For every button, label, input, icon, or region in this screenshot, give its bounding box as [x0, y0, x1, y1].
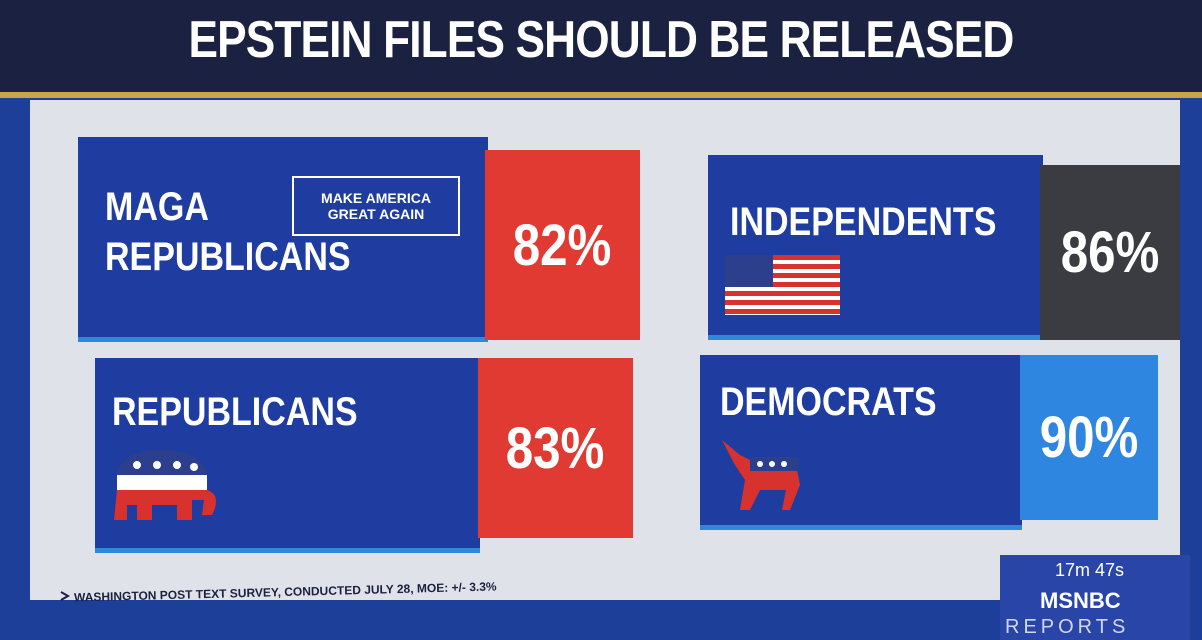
flag-icon — [725, 255, 840, 315]
card-label: DEMOCRATS — [720, 380, 937, 424]
show-name: REPORTS — [1005, 616, 1130, 638]
value-text: 83% — [506, 415, 605, 481]
value-text: 86% — [1060, 220, 1160, 285]
card-value: 83% — [478, 358, 633, 538]
value-text: 90% — [1039, 405, 1139, 470]
card-label: REPUBLICANS — [112, 390, 358, 434]
network-logo: MSNBC — [1040, 588, 1121, 613]
card-value: 86% — [1040, 165, 1180, 340]
value-text: 82% — [513, 212, 612, 278]
elephant-icon — [114, 450, 216, 520]
card — [708, 155, 1043, 340]
donkey-icon — [722, 440, 800, 510]
title: EPSTEIN FILES SHOULD BE RELEASED — [188, 11, 1014, 69]
title-bar — [0, 0, 1202, 98]
source-arrow — [60, 591, 70, 601]
card-label: MAGA — [105, 185, 209, 229]
card-value: 90% — [1020, 355, 1158, 520]
timer: 17m 47s — [1055, 560, 1125, 580]
card-label: REPUBLICANS — [105, 235, 351, 279]
logo-box — [1000, 555, 1190, 640]
card-label: INDEPENDENTS — [730, 200, 997, 244]
card — [78, 137, 488, 342]
badge: MAKE AMERICA GREAT AGAIN — [292, 176, 460, 236]
card-value: 82% — [485, 150, 640, 340]
